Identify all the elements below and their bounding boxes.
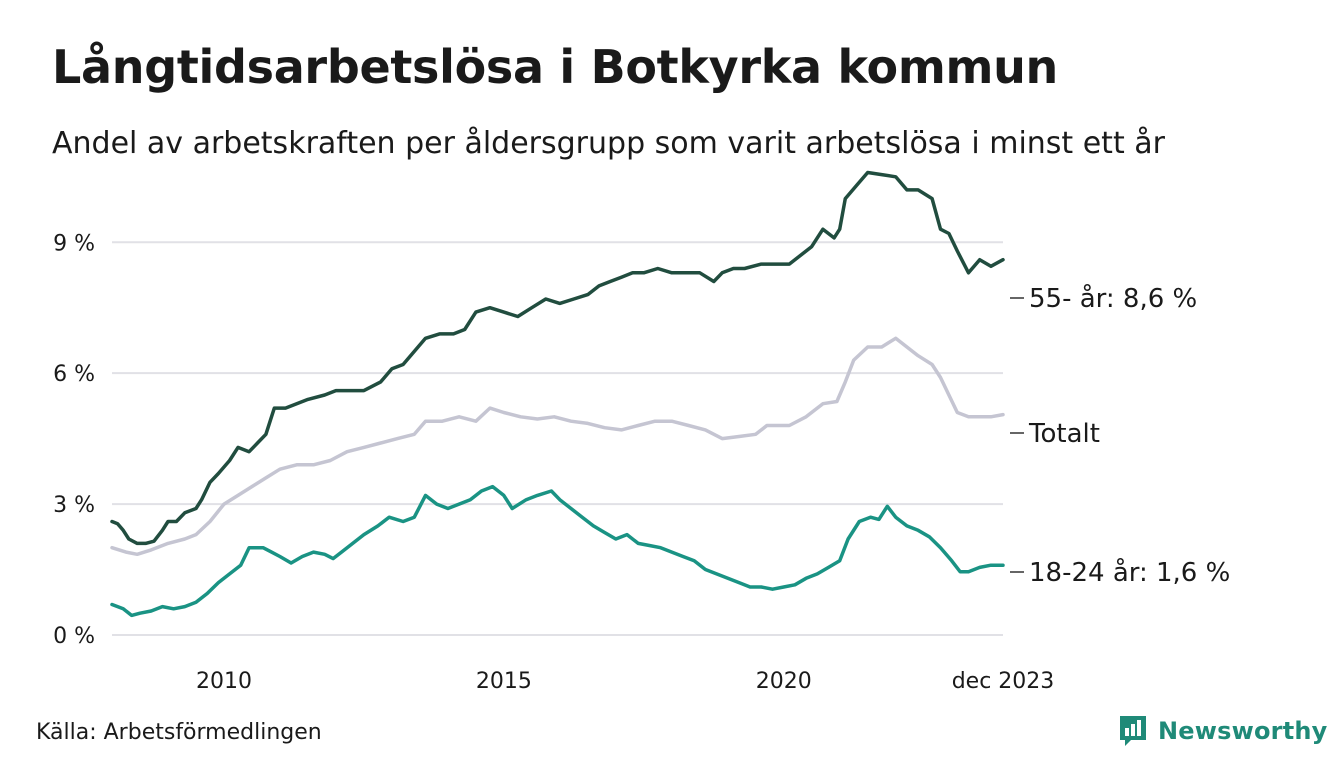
x-tick-label: 2020	[756, 669, 812, 694]
series-end-labels: 55- år: 8,6 % Totalt 18-24 år: 1,6 %	[1010, 283, 1230, 588]
gridlines	[112, 241, 1003, 636]
series-line-1	[110, 336, 1005, 557]
y-tick-label: 9 %	[53, 231, 95, 256]
series-end-label: 55- år: 8,6 %	[1029, 283, 1197, 314]
y-tick-label: 6 %	[53, 362, 95, 387]
line-chart: 0 % 3 % 6 % 9 % 2010 2015 2020 dec 2023 55- år…	[53, 170, 1230, 694]
y-tick-label: 0 %	[53, 624, 95, 649]
y-tick-label: 3 %	[53, 493, 95, 518]
series-line-2	[110, 484, 1005, 618]
chart-subtitle: Andel av arbetskraften per åldersgrupp s…	[52, 126, 1165, 161]
y-axis-ticks: 0 % 3 % 6 % 9 %	[53, 231, 95, 649]
x-tick-label: dec 2023	[952, 669, 1055, 694]
x-axis-ticks: 2010 2015 2020 dec 2023	[196, 669, 1054, 694]
x-tick-label: 2010	[196, 669, 252, 694]
series-end-label: 18-24 år: 1,6 %	[1029, 557, 1230, 588]
x-tick-label: 2015	[476, 669, 532, 694]
series-lines	[110, 170, 1005, 618]
series-line-0	[110, 170, 1005, 546]
series-end-label: Totalt	[1028, 419, 1100, 449]
chart-title: Långtidsarbetslösa i Botkyrka kommun	[52, 40, 1058, 94]
brand-name: Newsworthy	[1158, 717, 1328, 745]
source-note: Källa: Arbetsförmedlingen	[36, 720, 322, 745]
brand-logo: Newsworthy	[1118, 714, 1328, 748]
newsworthy-logo-icon	[1120, 716, 1146, 746]
